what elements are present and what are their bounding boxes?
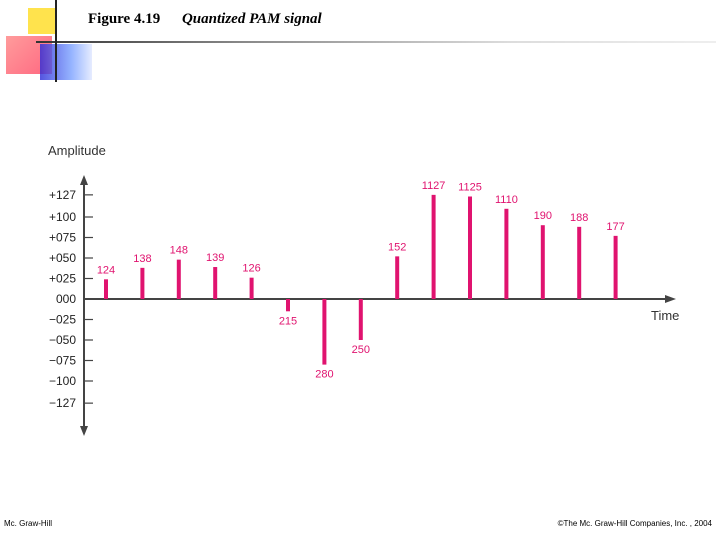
bar	[395, 256, 400, 299]
bar-data-label: 1110	[495, 194, 518, 206]
bar-labels: 124 138 148 139 126 215 280 250 152 1127 1125 1110 1…	[97, 180, 625, 381]
decor-horizontal-rule	[36, 41, 716, 43]
bar	[613, 235, 618, 299]
decor-vertical-rule	[55, 0, 57, 82]
bar-series	[104, 194, 618, 365]
y-axis-arrow-up	[80, 175, 88, 185]
bar-data-label: 215	[279, 315, 297, 327]
chart-axes: Amplitude Time	[48, 143, 679, 436]
bar-data-label: 138	[133, 253, 151, 265]
bar	[540, 225, 545, 299]
y-tick-label: +025	[49, 272, 76, 286]
bar	[468, 196, 472, 299]
bar-data-label: 124	[97, 264, 115, 276]
y-tick-label: −075	[49, 354, 76, 368]
footer-publisher: Mc. Graw-Hill	[4, 519, 52, 528]
figure-label: Figure 4.19	[88, 11, 161, 27]
decor-blue-square	[40, 44, 92, 80]
bar-data-label: 1127	[422, 180, 446, 192]
bar-data-label: 152	[388, 241, 406, 253]
bar	[140, 267, 145, 299]
y-axis-arrow-down	[80, 426, 88, 436]
bar-data-label: 148	[170, 245, 188, 257]
bar-data-label: 126	[242, 263, 260, 275]
bar	[431, 194, 436, 299]
bar-data-label: 250	[352, 344, 370, 356]
y-axis-title: Amplitude	[48, 143, 106, 158]
bar-data-label: 177	[606, 221, 624, 233]
y-tick-label: +050	[49, 251, 76, 265]
bar	[213, 267, 218, 299]
bar	[504, 208, 509, 299]
footer-copyright: ©The Mc. Graw-Hill Companies, Inc. , 200…	[557, 519, 712, 528]
bar	[322, 299, 327, 365]
bar	[104, 279, 108, 299]
y-tick-label: −050	[49, 333, 76, 347]
bar-data-label: 139	[206, 252, 224, 264]
bar-data-label: 280	[315, 369, 333, 381]
slide-title: Quantized PAM signal	[181, 11, 322, 27]
bar	[176, 259, 181, 299]
y-tick-label: −127	[49, 396, 76, 410]
x-axis-title: Time	[651, 308, 679, 323]
bar	[286, 299, 290, 312]
bar	[249, 277, 254, 299]
y-tick-label: −100	[49, 374, 76, 388]
slide-header: Figure 4.19 Quantized PAM signal	[88, 11, 322, 28]
bar-data-label: 190	[534, 210, 552, 222]
y-ticks: +127 +100 +075 +050 +025 000 −025 −050 −075 −100 −…	[49, 188, 93, 410]
x-axis-arrow	[665, 295, 676, 303]
bar	[358, 299, 363, 340]
y-tick-label: +127	[49, 188, 76, 202]
y-tick-label: 000	[56, 292, 76, 306]
bar	[577, 226, 582, 299]
y-tick-label: +075	[49, 231, 76, 245]
decor-yellow-square	[28, 8, 56, 34]
y-tick-label: −025	[49, 313, 76, 327]
bar-data-label: 1125	[458, 182, 482, 194]
y-tick-label: +100	[49, 210, 76, 224]
bar-data-label: 188	[570, 212, 588, 224]
